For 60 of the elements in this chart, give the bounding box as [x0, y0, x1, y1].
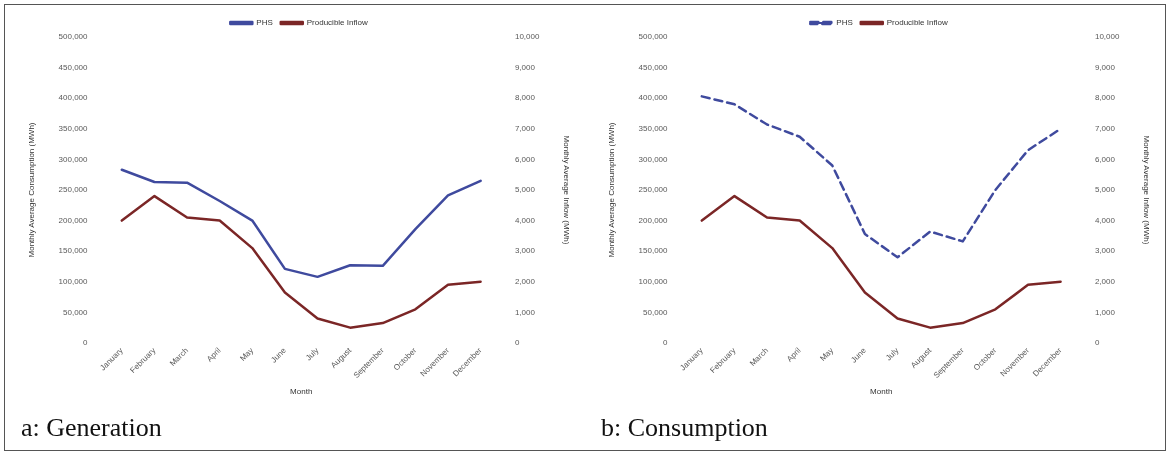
y-axis-title: Monthly Average Consumption (MWh) — [607, 122, 616, 258]
y-tick-label: 100,000 — [58, 276, 89, 286]
text: a: Generation — [21, 413, 162, 443]
y-tick-label: 150,000 — [58, 246, 89, 256]
y2-tick-label: 8,000 — [1094, 93, 1116, 103]
y-tick-label: 400,000 — [58, 93, 89, 103]
y-tick-label: 500,000 — [638, 32, 669, 42]
x-axis-title: Month — [290, 387, 313, 397]
y-tick-label: 250,000 — [58, 185, 89, 195]
y2-axis-title: Monthly Average Inflow (MWh) — [562, 135, 571, 245]
y2-tick-label: 3,000 — [1094, 246, 1116, 256]
y2-tick-label: 10,000 — [514, 32, 540, 42]
y2-tick-label: 3,000 — [514, 246, 536, 256]
y2-tick-label: 9,000 — [514, 62, 536, 72]
y2-tick-label: 1,000 — [514, 307, 536, 317]
y-tick-label: 300,000 — [638, 154, 669, 164]
y2-tick-label: 2,000 — [514, 276, 536, 286]
y2-axis-title: Monthly Average Inflow (MWh) — [1142, 135, 1151, 245]
y2-tick-label: 9,000 — [1094, 62, 1116, 72]
y-tick-label: 350,000 — [638, 123, 669, 133]
legend-label: PHS — [836, 18, 853, 28]
y-tick-label: 0 — [83, 338, 89, 348]
y-tick-label: 450,000 — [638, 62, 669, 72]
y2-tick-label: 5,000 — [514, 185, 536, 195]
y-tick-label: 200,000 — [638, 215, 669, 225]
y2-tick-label: 0 — [514, 338, 520, 348]
y-tick-label: 50,000 — [643, 307, 669, 317]
y-tick-label: 350,000 — [58, 123, 89, 133]
y-tick-label: 300,000 — [58, 154, 89, 164]
y-axis-title: Monthly Average Consumption (MWh) — [27, 122, 36, 258]
y-tick-label: 400,000 — [638, 93, 669, 103]
x-tick-label: July — [304, 345, 321, 363]
legend-label: Producible Inflow — [886, 18, 948, 28]
text: b: Consumption — [601, 413, 768, 443]
y2-tick-label: 6,000 — [514, 154, 536, 164]
x-axis-title: Month — [870, 387, 893, 397]
x-tick-label: May — [238, 345, 256, 363]
y2-tick-label: 0 — [1094, 338, 1100, 348]
y-tick-label: 500,000 — [58, 32, 89, 42]
y-tick-label: 150,000 — [638, 246, 669, 256]
y2-tick-label: 5,000 — [1094, 185, 1116, 195]
legend-label: Producible Inflow — [306, 18, 368, 28]
x-tick-label: May — [818, 345, 836, 363]
y-tick-label: 250,000 — [638, 185, 669, 195]
y2-tick-label: 6,000 — [1094, 154, 1116, 164]
y2-tick-label: 2,000 — [1094, 276, 1116, 286]
x-tick-label: July — [884, 345, 901, 363]
y2-tick-label: 10,000 — [1094, 32, 1120, 42]
y-tick-label: 100,000 — [638, 276, 669, 286]
y2-tick-label: 1,000 — [1094, 307, 1116, 317]
y2-tick-label: 7,000 — [1094, 123, 1116, 133]
legend-label: PHS — [256, 18, 273, 28]
y-tick-label: 200,000 — [58, 215, 89, 225]
y2-tick-label: 7,000 — [514, 123, 536, 133]
y2-tick-label: 4,000 — [514, 215, 536, 225]
y2-tick-label: 8,000 — [514, 93, 536, 103]
y2-tick-label: 4,000 — [1094, 215, 1116, 225]
y-tick-label: 450,000 — [58, 62, 89, 72]
y-tick-label: 0 — [663, 338, 669, 348]
y-tick-label: 50,000 — [63, 307, 89, 317]
